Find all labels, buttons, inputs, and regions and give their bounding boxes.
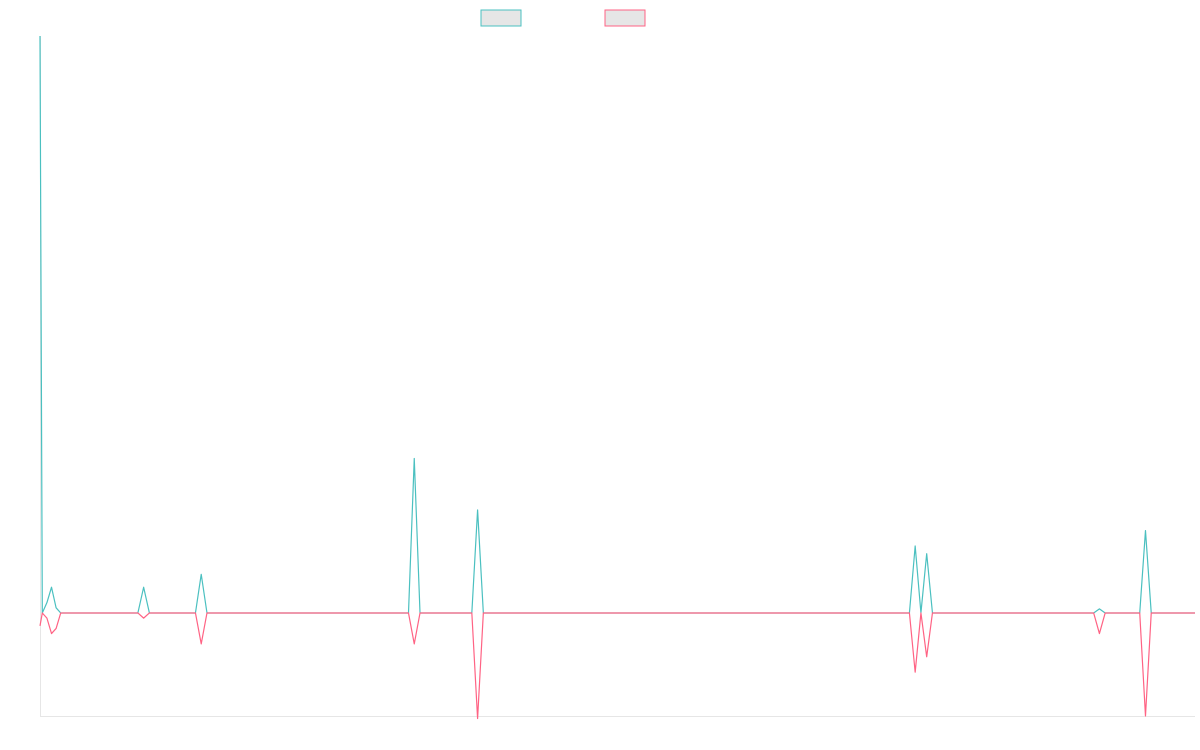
axes — [40, 36, 1195, 717]
series-layer — [39, 35, 1195, 720]
legend-swatch-1 — [480, 9, 522, 27]
series-line-2 — [39, 612, 1195, 720]
legend — [480, 9, 646, 27]
legend-swatch-2 — [604, 9, 646, 27]
series-line-1 — [39, 35, 1195, 614]
